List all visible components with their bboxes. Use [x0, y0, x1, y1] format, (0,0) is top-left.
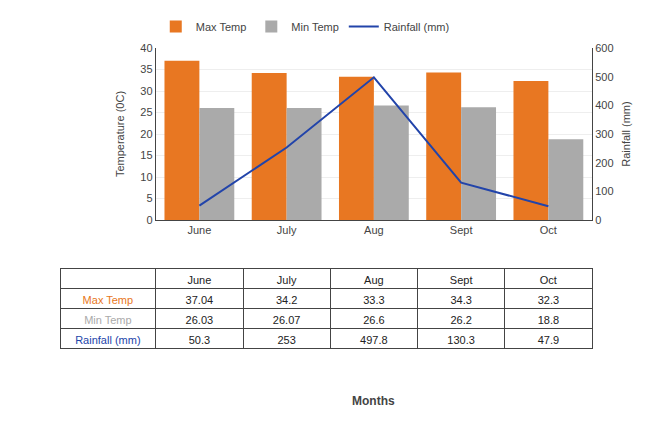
svg-text:25: 25	[140, 106, 152, 118]
svg-text:10: 10	[140, 171, 152, 183]
svg-text:35: 35	[140, 63, 152, 75]
svg-text:Oct: Oct	[540, 274, 557, 286]
svg-text:34.2: 34.2	[276, 294, 297, 306]
svg-text:Sept: Sept	[450, 224, 473, 236]
svg-text:July: July	[277, 274, 297, 286]
svg-text:30: 30	[140, 85, 152, 97]
svg-text:Aug: Aug	[364, 224, 384, 236]
svg-text:Rainfall (mm): Rainfall (mm)	[620, 101, 632, 166]
svg-text:26.6: 26.6	[363, 314, 384, 326]
svg-text:Min Temp: Min Temp	[84, 314, 131, 326]
svg-text:100: 100	[595, 185, 613, 197]
svg-text:June: June	[187, 224, 211, 236]
svg-text:0: 0	[146, 214, 152, 226]
svg-text:130.3: 130.3	[447, 334, 475, 346]
svg-text:33.3: 33.3	[363, 294, 384, 306]
svg-text:Rainfall (mm): Rainfall (mm)	[75, 334, 140, 346]
svg-text:34.3: 34.3	[450, 294, 471, 306]
svg-text:0: 0	[595, 214, 601, 226]
svg-text:Max Temp: Max Temp	[83, 294, 134, 306]
svg-text:Months: Months	[352, 394, 395, 408]
svg-text:Oct: Oct	[540, 224, 557, 236]
svg-text:32.3: 32.3	[538, 294, 559, 306]
svg-text:497.8: 497.8	[360, 334, 388, 346]
svg-text:26.2: 26.2	[450, 314, 471, 326]
svg-text:400: 400	[595, 99, 613, 111]
svg-text:Sept: Sept	[450, 274, 473, 286]
svg-text:47.9: 47.9	[538, 334, 559, 346]
svg-text:July: July	[277, 224, 297, 236]
svg-text:200: 200	[595, 157, 613, 169]
svg-text:500: 500	[595, 71, 613, 83]
svg-text:40: 40	[140, 42, 152, 54]
svg-text:26.07: 26.07	[273, 314, 301, 326]
svg-text:Min Temp: Min Temp	[291, 21, 338, 33]
svg-text:50.3: 50.3	[189, 334, 210, 346]
svg-text:20: 20	[140, 128, 152, 140]
svg-text:26.03: 26.03	[186, 314, 214, 326]
svg-text:Aug: Aug	[364, 274, 384, 286]
svg-text:5: 5	[146, 192, 152, 204]
svg-text:18.8: 18.8	[538, 314, 559, 326]
svg-text:600: 600	[595, 42, 613, 54]
svg-text:June: June	[187, 274, 211, 286]
svg-text:300: 300	[595, 128, 613, 140]
svg-text:15: 15	[140, 149, 152, 161]
svg-text:Rainfall (mm): Rainfall (mm)	[384, 21, 449, 33]
svg-text:37.04: 37.04	[186, 294, 214, 306]
svg-text:Temperature (0C): Temperature (0C)	[114, 91, 126, 177]
svg-text:Max Temp: Max Temp	[196, 21, 247, 33]
svg-text:253: 253	[277, 334, 295, 346]
